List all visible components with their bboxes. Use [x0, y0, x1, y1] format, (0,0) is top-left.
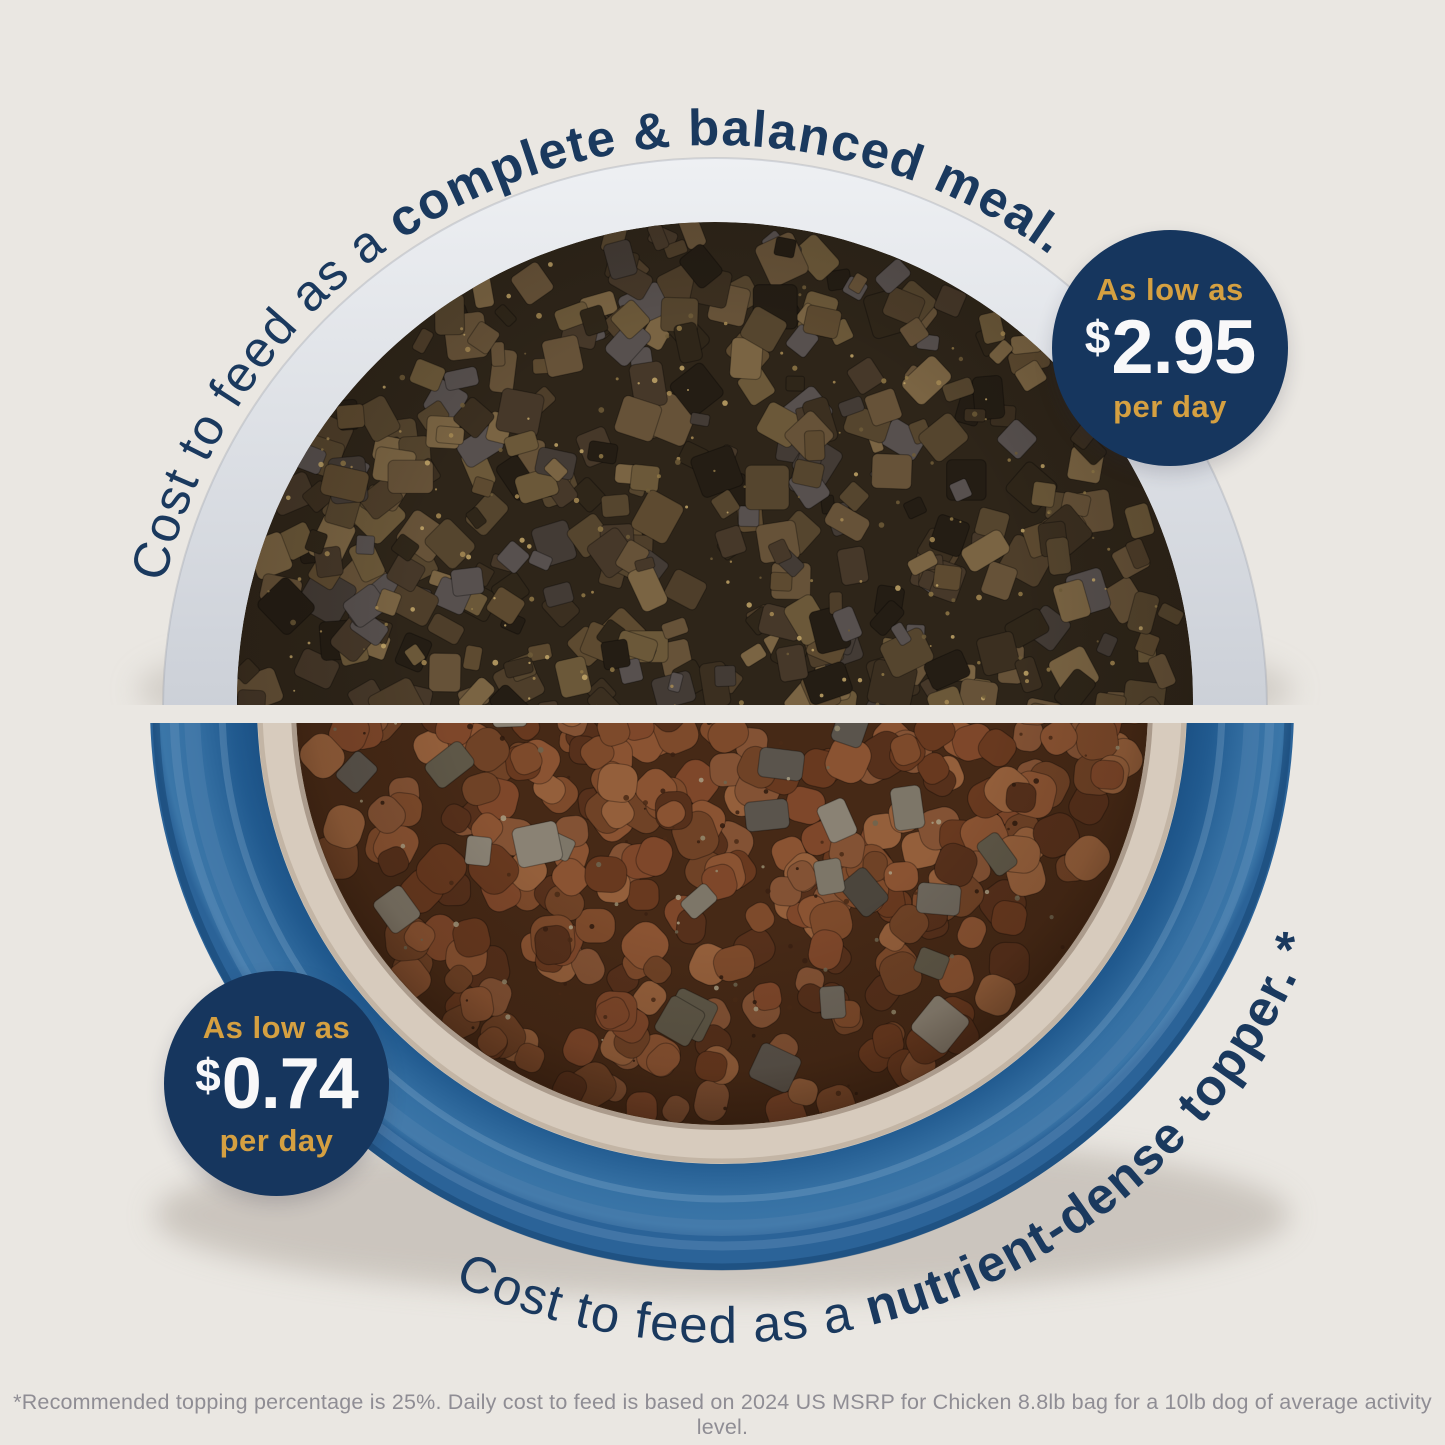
top-bowl-photo: [137, 157, 1293, 705]
blue-rim-streak: [218, 723, 1226, 1203]
food-edge-crease: [291, 723, 1153, 1130]
price-badge-complete-meal: As low as $2.95 per day: [1052, 230, 1288, 466]
badge-top-line: As low as: [1096, 272, 1244, 307]
blue-rim-dark-edge: [152, 723, 1292, 1271]
badge-bottom-line: per day: [1113, 389, 1227, 424]
badge-amount: 2.95: [1111, 305, 1256, 390]
currency-symbol: $: [1084, 311, 1111, 363]
price-badge-topper: As low as $0.74 per day: [164, 971, 389, 1196]
cream-ring-shade: [257, 723, 1187, 1164]
blue-rim-streak: [184, 723, 1260, 1236]
bottom-bowl-photo: [150, 723, 1294, 1297]
top-bowl-food: [237, 222, 1193, 705]
badge-bottom-line: per day: [219, 1122, 334, 1158]
badge-price: $0.74: [195, 1043, 359, 1124]
badge-top-line: As low as: [202, 1009, 351, 1045]
bottom-bowl-food: [296, 723, 1148, 1125]
badge-amount: 0.74: [221, 1043, 359, 1124]
badge-price: $2.95: [1084, 305, 1257, 390]
disclaimer-fine-print: *Recommended topping percentage is 25%. …: [13, 1390, 1432, 1439]
blue-rim-streak: [169, 723, 1275, 1251]
currency-symbol: $: [195, 1048, 221, 1101]
top-bowl-rim-edge: [162, 157, 1268, 705]
